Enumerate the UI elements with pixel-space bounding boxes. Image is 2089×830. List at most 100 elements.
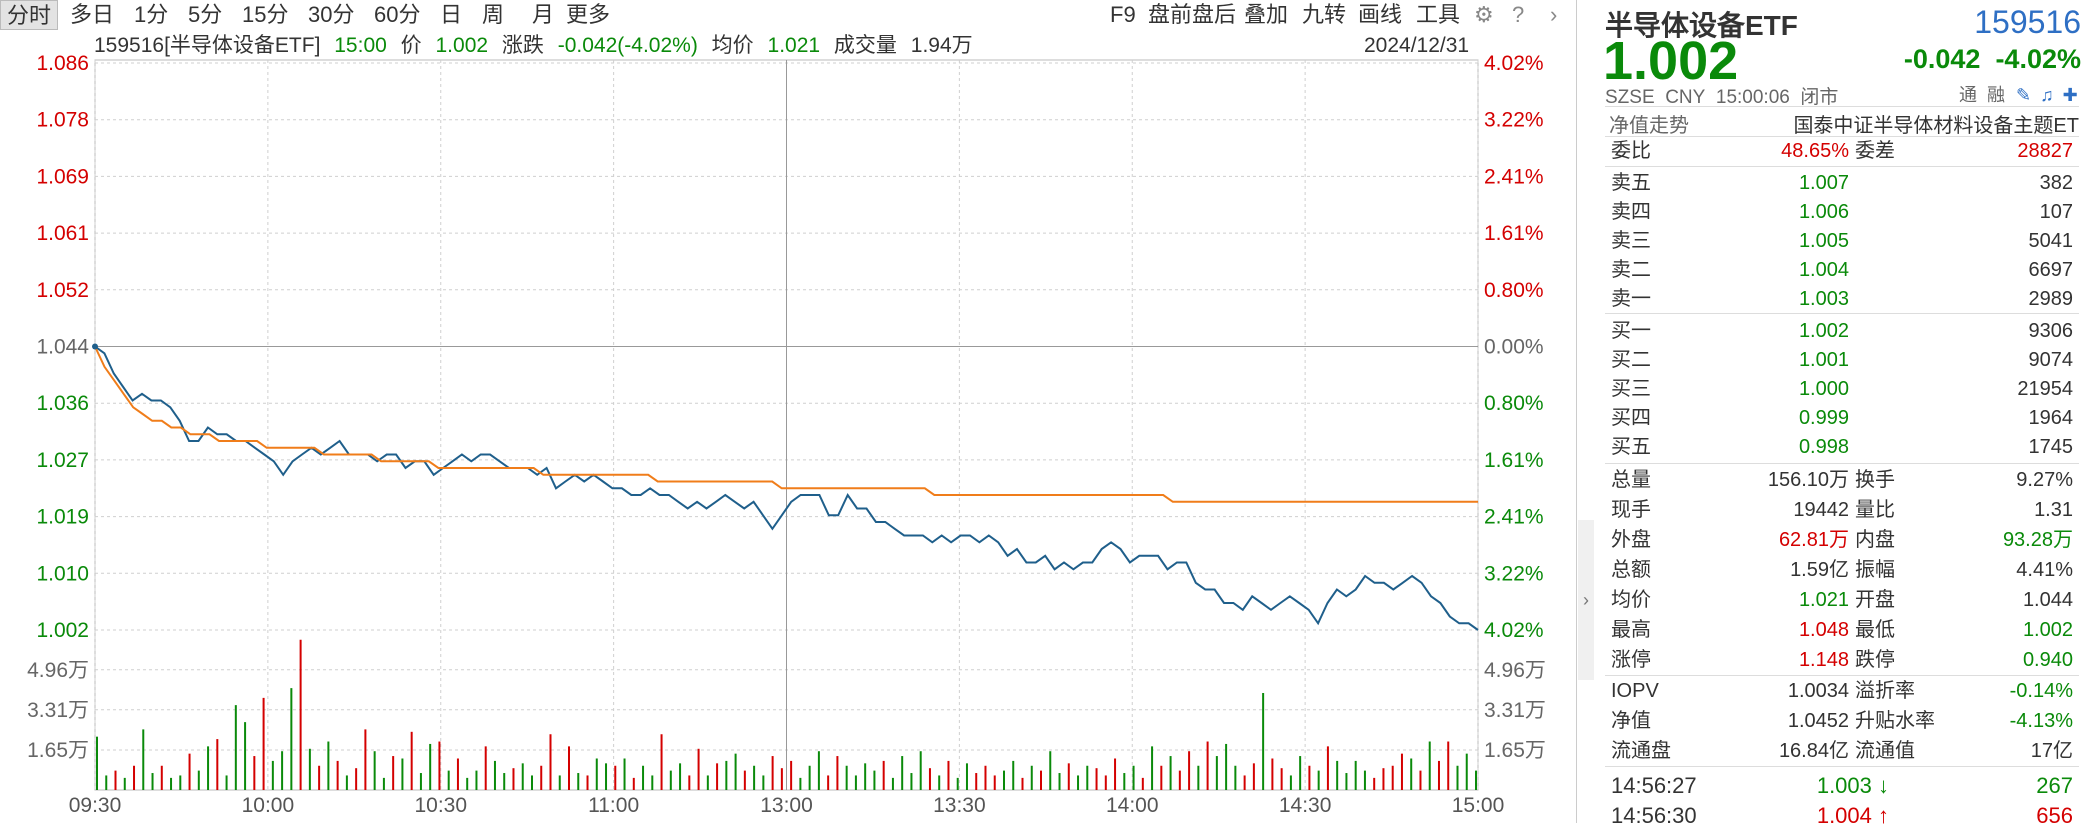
period-tab-1[interactable]: 多日 [70,2,115,27]
ask-volume: 107 [2039,201,2073,223]
bid-volume: 9306 [2028,320,2074,342]
x-tick: 10:00 [242,794,295,817]
fund-stat-value: -4.13% [2009,710,2073,732]
vol-tick-right: 3.31万 [1484,699,1546,722]
bid-label: 买三 [1611,378,1651,400]
ask-volume: 6697 [2028,259,2074,281]
bid-volume: 21954 [2017,378,2073,400]
tick-price: 1.004 ↑ [1816,803,1889,828]
period-tab-5[interactable]: 30分 [308,2,355,27]
stat-value: 19442 [1793,499,1849,521]
tick-row: 14:56:30 1.004 ↑ 656 [1605,801,2079,830]
fund-stat-label: 溢折率 [1855,680,1915,702]
period-tab-9[interactable]: 月 [532,2,555,27]
toolbar-item-0[interactable]: F9 [1110,2,1136,27]
ask-row: 卖三 1.005 5041 [1605,227,2079,256]
period-tab-6[interactable]: 60分 [374,2,421,27]
period-tab-4[interactable]: 15分 [242,2,289,27]
y-tick-left: 1.044 [36,336,89,359]
stat-label: 振幅 [1855,559,1895,581]
collapse-panel-handle[interactable]: › [1578,520,1594,680]
gear-icon[interactable]: ⚙ [1474,2,1494,27]
ask-label: 卖二 [1611,259,1651,281]
stat-label: 外盘 [1611,529,1651,551]
stat-label: 换手 [1855,469,1895,491]
y-tick-left: 1.019 [36,506,89,529]
period-tab-0[interactable]: 分时 [0,0,59,30]
bid-row: 买五 0.998 1745 [1605,433,2079,462]
fund-code: 159516 [1974,4,2081,40]
period-tab-2[interactable]: 1分 [134,2,169,27]
ask-row: 卖一 1.003 2989 [1605,285,2079,314]
toolbar-item-3[interactable]: 九转 [1302,2,1347,27]
x-tick: 11:00 [588,794,639,817]
weicha-label: 委差 [1855,140,1895,162]
collapse-chevron-icon: › [1583,590,1589,610]
y-tick-right: 0.80% [1484,279,1544,302]
edit-icon[interactable]: ✎ [2016,85,2032,105]
bid-volume: 9074 [2028,349,2074,371]
bid-label: 买二 [1611,349,1651,371]
help-icon[interactable]: ? [1512,2,1525,27]
period-tab-10[interactable]: 更多 [566,2,611,27]
bid-price: 0.998 [1798,436,1849,458]
trade-status: 闭市 [1800,87,1839,108]
bid-row: 买四 0.999 1964 [1605,404,2079,433]
y-tick-right: 4.02% [1484,52,1544,75]
stat-row: 总额 1.59亿 振幅 4.41% [1605,556,2079,585]
exchange: SZSE [1605,87,1655,108]
x-tick: 15:00 [1452,794,1505,817]
fund-stat-value: 17亿 [2030,740,2073,762]
fund-stat-value: 16.84亿 [1778,740,1849,762]
vol-tick-right: 4.96万 [1484,659,1546,682]
ask-volume: 5041 [2028,230,2074,252]
bid-volume: 1964 [2028,407,2074,429]
y-tick-left: 1.052 [36,279,89,302]
nav-trend-link[interactable]: 净值走势 [1609,115,1689,137]
info-avg: 1.021 [767,34,821,57]
info-time: 15:00 [334,34,387,57]
toolbar-item-1[interactable]: 盘前盘后 [1148,2,1237,27]
fund-stat-label: 净值 [1611,710,1651,732]
ask-row: 卖二 1.004 6697 [1605,256,2079,285]
toolbar-item-4[interactable]: 画线 [1358,2,1403,27]
open-marker [92,343,98,350]
toolbar-item-5[interactable]: 工具 [1416,2,1461,27]
info-change-label: 涨跌 [501,34,544,57]
price-line [94,345,1479,631]
fund-stat-label: IOPV [1611,680,1659,702]
period-tab-8[interactable]: 周 [482,2,505,27]
weibi-row: 委比 48.65% 委差 28827 [1605,137,2079,166]
ask-row: 卖五 1.007 382 [1605,169,2079,198]
x-tick: 13:30 [933,794,986,817]
avg-price-line [94,346,1478,503]
y-tick-left: 1.010 [36,562,89,585]
tag-tong[interactable]: 通 [1959,85,1977,105]
bid-price: 1.001 [1798,349,1849,371]
period-tab-7[interactable]: 日 [440,2,463,27]
period-tab-3[interactable]: 5分 [188,2,223,27]
quote-time: 15:00:06 [1715,87,1790,108]
info-code-name: 159516[半导体设备ETF] [94,34,321,57]
weibi-value: 48.65% [1781,140,1849,162]
fund-stat-value: -0.14% [2009,680,2073,702]
stat-row: 均价 1.021 开盘 1.044 [1605,586,2079,615]
stat-value: 1.002 [2022,619,2073,641]
x-tick: 13:00 [760,794,813,817]
bell-icon[interactable]: ♫ [2040,85,2054,105]
y-tick-right: 0.00% [1484,336,1544,359]
stat-label: 涨停 [1611,649,1651,671]
toolbar-item-2[interactable]: 叠加 [1244,2,1289,27]
y-tick-left: 1.069 [36,165,89,188]
bid-price: 1.002 [1798,320,1849,342]
y-tick-left: 1.086 [36,52,89,75]
ask-price: 1.006 [1798,201,1849,223]
tag-rong[interactable]: 融 [1987,85,2006,105]
vol-tick-left: 1.65万 [27,739,89,762]
stat-row: 最高 1.048 最低 1.002 [1605,616,2079,645]
fund-stat-value: 1.0452 [1787,710,1849,732]
stat-label: 总量 [1611,469,1651,491]
add-icon[interactable]: ✚ [2062,85,2078,105]
chevron-right-icon[interactable]: › [1550,2,1558,27]
sep [1605,463,2079,464]
